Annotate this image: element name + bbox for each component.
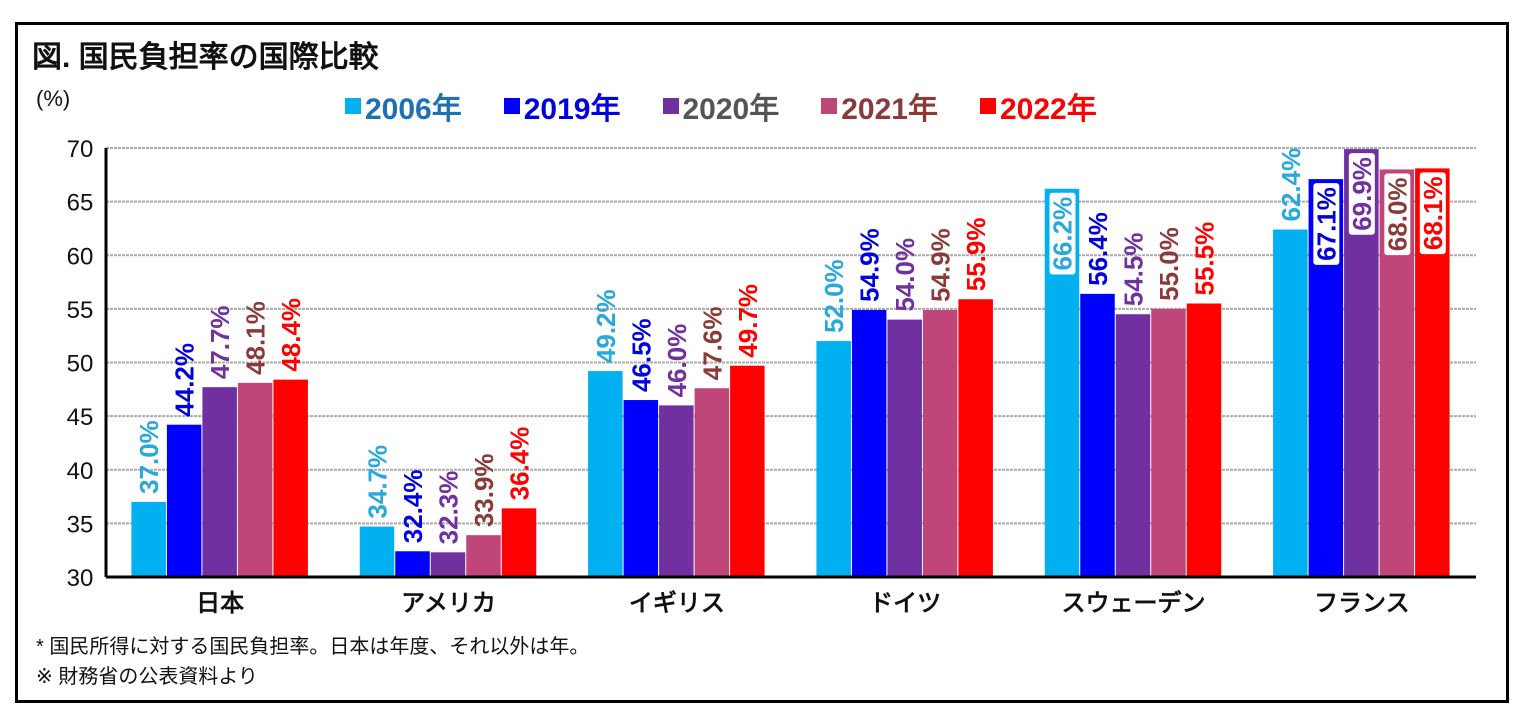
data-label: 49.2%: [591, 289, 621, 363]
legend-swatch: [503, 98, 520, 114]
data-label: 34.7%: [363, 445, 393, 519]
data-label: 32.3%: [434, 471, 464, 545]
data-label: 37.0%: [134, 420, 164, 494]
data-label-background: [1384, 173, 1411, 256]
data-label: 54.9%: [926, 228, 956, 302]
bar: [273, 379, 308, 577]
bar: [694, 388, 730, 577]
y-tick-label: 60: [67, 243, 94, 270]
legend-swatch: [662, 98, 679, 114]
bar: [588, 371, 623, 577]
x-tick-label: フランス: [1314, 590, 1410, 617]
bar: [623, 400, 659, 577]
legend-label: 2006年: [365, 93, 462, 126]
data-label: 66.2%: [1048, 197, 1078, 271]
data-label: 55.5%: [1190, 222, 1220, 296]
legend-item: 2021年: [821, 84, 938, 128]
data-label: 56.4%: [1083, 212, 1113, 286]
legend-swatch: [980, 98, 996, 114]
data-label: 54.5%: [1119, 233, 1149, 307]
y-tick-label: 50: [67, 351, 94, 378]
y-tick-label: 40: [67, 458, 94, 485]
data-label: 55.0%: [1154, 227, 1184, 301]
y-axis-unit: (%): [36, 86, 71, 111]
y-tick-label: 30: [67, 565, 94, 592]
legend-label: 2021年: [841, 93, 938, 126]
legend-item: 2022年: [980, 84, 1097, 128]
data-label: 55.9%: [961, 217, 991, 291]
data-label: 68.0%: [1382, 177, 1412, 251]
data-label: 54.0%: [890, 238, 920, 312]
data-label: 32.4%: [398, 470, 428, 544]
x-tick-label: イギリス: [629, 590, 725, 617]
bar: [887, 319, 922, 577]
bar: [1115, 314, 1151, 577]
data-label: 47.6%: [697, 307, 727, 381]
bar: [166, 424, 202, 577]
data-label-background: [1049, 192, 1076, 275]
legend-item: 2006年: [345, 84, 462, 128]
bar: [131, 501, 166, 577]
bar: [466, 535, 501, 577]
bar: [958, 299, 993, 577]
data-label-background: [1313, 183, 1340, 265]
bar: [359, 526, 395, 577]
bar: [659, 405, 694, 577]
legend-item: 2019年: [503, 84, 621, 128]
bar: [395, 551, 430, 577]
data-label: 48.4%: [276, 298, 306, 372]
y-tick-label: 70: [67, 136, 94, 163]
legend-label: 2020年: [682, 93, 780, 126]
bar: [730, 365, 765, 577]
legend-swatch: [345, 98, 361, 114]
bar: [1080, 293, 1115, 577]
y-tick-label: 35: [67, 511, 94, 538]
note-source: ※ 財務省の公表資料より: [36, 666, 258, 688]
bar: [922, 309, 958, 577]
notes: * 国民所得に対する国民負担率。日本は年度、それ以外は年。 ※ 財務省の公表資料…: [36, 632, 589, 692]
bar: [851, 309, 887, 577]
y-tick-label: 65: [67, 190, 94, 217]
data-label-background: [1348, 153, 1375, 235]
data-label: 36.4%: [505, 427, 535, 501]
bar: [1186, 303, 1222, 577]
data-label: 33.9%: [469, 453, 499, 527]
data-label: 68.1%: [1418, 176, 1448, 250]
bar: [1273, 229, 1308, 577]
bar: [202, 387, 237, 577]
data-label: 54.9%: [855, 228, 885, 302]
y-tick-label: 55: [67, 297, 94, 324]
x-tick-label: ドイツ: [869, 590, 941, 617]
data-label: 69.9%: [1347, 157, 1377, 231]
legend-swatch: [821, 98, 838, 114]
legend-label: 2022年: [1000, 93, 1097, 126]
x-tick-label: アメリカ: [401, 590, 496, 617]
data-label: 67.1%: [1311, 187, 1341, 261]
bar: [816, 341, 851, 577]
note-basis: * 国民所得に対する国民負担率。日本は年度、それ以外は年。: [36, 636, 590, 658]
x-tick-label: 日本: [196, 590, 244, 617]
y-tick-label: 45: [67, 404, 94, 431]
x-tick-label: スウェーデン: [1062, 589, 1206, 617]
bar: [430, 552, 466, 577]
data-label: 46.0%: [662, 324, 692, 398]
data-label: 47.7%: [205, 305, 235, 379]
data-label-background: [1419, 172, 1446, 255]
data-label: 44.2%: [170, 343, 200, 417]
chart-frame: [15, 22, 1509, 703]
data-label: 62.4%: [1276, 148, 1306, 222]
data-label: 49.7%: [733, 284, 763, 358]
legend-label: 2019年: [523, 93, 621, 126]
bar: [501, 508, 537, 577]
legend-item: 2020年: [662, 84, 780, 128]
legend: 2006年 2019年 2020年 2021年 2022年: [345, 84, 1097, 128]
bar: [237, 382, 273, 577]
data-label: 48.1%: [241, 301, 271, 375]
bar: [1151, 308, 1186, 577]
data-label: 46.5%: [626, 318, 656, 392]
chart-title: 図. 国民負担率の国際比較: [32, 41, 379, 74]
data-label: 52.0%: [819, 259, 849, 333]
